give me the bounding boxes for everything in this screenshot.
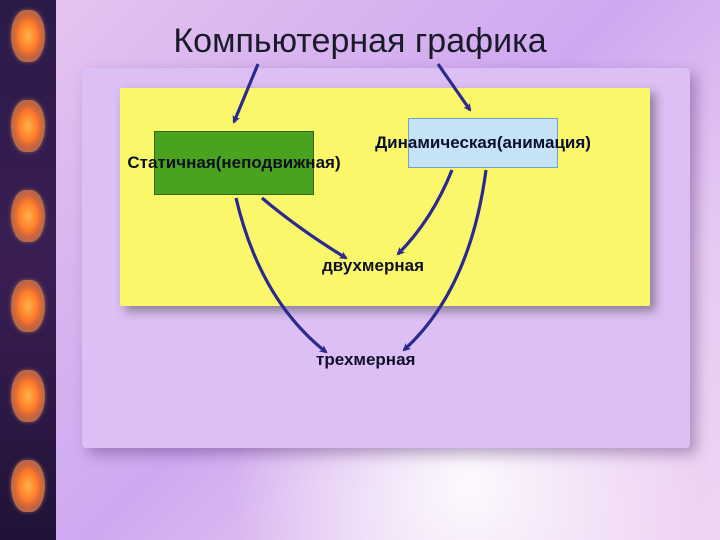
node-static: Статичная(неподвижная) — [154, 131, 314, 195]
ornament-icon — [11, 190, 45, 242]
slide: Компьютерная графика Статичная(неподвижн… — [0, 0, 720, 540]
page-title: Компьютерная графика — [0, 22, 720, 61]
ornament-icon — [11, 460, 45, 512]
label-3d: трехмерная — [316, 350, 415, 370]
node-dynamic: Динамическая(анимация) — [408, 118, 558, 168]
ornament-icon — [11, 100, 45, 152]
ornament-icon — [11, 370, 45, 422]
label-2d: двухмерная — [322, 256, 424, 276]
ornament-icon — [11, 280, 45, 332]
ornament-strip — [0, 0, 56, 540]
